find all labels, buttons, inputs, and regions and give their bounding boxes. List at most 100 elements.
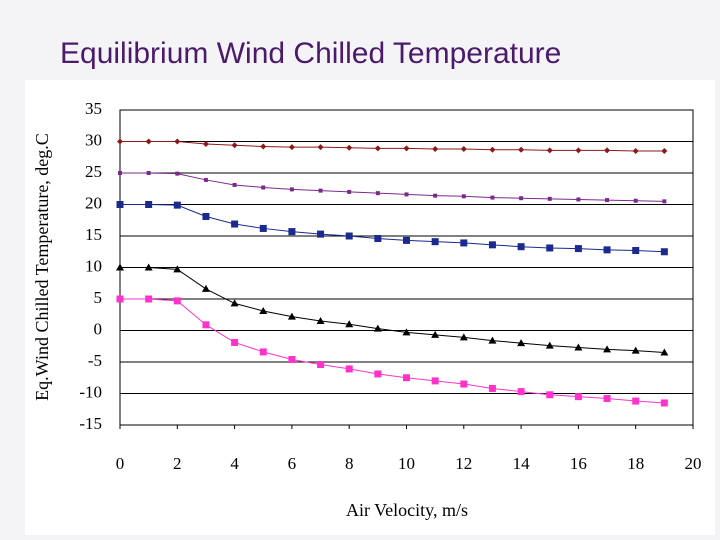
point xyxy=(605,198,610,203)
point xyxy=(574,393,582,401)
point xyxy=(519,196,524,201)
series-line xyxy=(120,204,665,253)
point xyxy=(633,198,638,203)
point xyxy=(603,246,611,254)
point xyxy=(288,228,296,236)
point xyxy=(260,143,267,150)
series-line xyxy=(120,267,665,354)
point xyxy=(316,317,325,325)
x-tick-label: 6 xyxy=(288,454,297,473)
point xyxy=(231,142,238,149)
point xyxy=(345,232,353,240)
y-tick-label: 35 xyxy=(85,99,102,118)
point xyxy=(347,189,352,194)
point xyxy=(431,330,440,338)
point xyxy=(433,193,438,198)
point xyxy=(632,246,640,254)
point xyxy=(173,265,182,273)
point xyxy=(490,195,495,200)
point xyxy=(175,171,180,176)
y-axis-label: Eq.Wind Chilled Temperature, deg.C xyxy=(32,133,52,401)
point xyxy=(574,245,582,253)
point xyxy=(345,365,353,373)
point xyxy=(289,187,294,192)
point xyxy=(546,391,554,399)
point xyxy=(288,144,295,151)
point xyxy=(259,348,267,356)
point xyxy=(402,328,411,336)
chart-area xyxy=(25,80,715,535)
point xyxy=(461,194,466,199)
point xyxy=(460,239,468,247)
point xyxy=(431,377,439,385)
chart-title: Equilibrium Wind Chilled Temperature xyxy=(60,37,561,70)
series-line xyxy=(120,298,665,404)
point xyxy=(518,146,525,153)
x-tick-label: 10 xyxy=(398,454,415,473)
point xyxy=(318,188,323,193)
point xyxy=(547,196,552,201)
point xyxy=(575,147,582,154)
point xyxy=(145,201,153,208)
point xyxy=(346,144,353,151)
point xyxy=(661,147,668,154)
series-line xyxy=(120,172,665,202)
point xyxy=(173,201,181,209)
point xyxy=(374,145,381,152)
point xyxy=(660,399,668,407)
y-tick-label: 0 xyxy=(94,319,103,338)
x-tick-label: 0 xyxy=(116,454,125,473)
point xyxy=(144,263,153,271)
x-axis-label: Air Velocity, m/s xyxy=(346,500,468,520)
point xyxy=(460,146,467,153)
y-tick-label: 20 xyxy=(85,193,102,212)
point xyxy=(202,321,210,329)
point xyxy=(203,177,208,182)
point xyxy=(604,147,611,154)
y-tick-label: 10 xyxy=(85,256,102,275)
point xyxy=(403,236,410,244)
point xyxy=(317,144,324,151)
point xyxy=(517,243,525,251)
point xyxy=(660,348,669,356)
point xyxy=(403,145,410,152)
point xyxy=(574,343,583,351)
point xyxy=(201,284,210,292)
point xyxy=(317,230,325,238)
point xyxy=(231,338,239,346)
x-tick-label: 14 xyxy=(513,454,531,473)
point xyxy=(230,299,239,307)
y-tick-label: -15 xyxy=(79,414,102,433)
point xyxy=(489,146,496,153)
point xyxy=(118,171,122,175)
point xyxy=(173,297,181,305)
point xyxy=(403,374,410,382)
point xyxy=(116,201,124,208)
point xyxy=(232,182,237,187)
point xyxy=(576,197,581,202)
point xyxy=(603,345,612,353)
point xyxy=(375,191,380,196)
point xyxy=(116,263,124,271)
point xyxy=(259,224,267,232)
point xyxy=(202,141,209,148)
y-tick-label: 5 xyxy=(94,288,103,307)
point xyxy=(116,295,124,303)
y-tick-label: -10 xyxy=(79,382,102,401)
y-tick-label: -5 xyxy=(88,351,102,370)
point xyxy=(488,336,497,344)
series-line xyxy=(120,141,665,152)
point xyxy=(488,384,496,392)
point xyxy=(202,212,210,220)
point xyxy=(546,244,554,252)
y-tick-label: 15 xyxy=(85,225,102,244)
x-tick-label: 20 xyxy=(685,454,702,473)
point xyxy=(146,171,151,175)
point xyxy=(374,370,382,378)
x-tick-label: 18 xyxy=(627,454,644,473)
point xyxy=(259,306,268,314)
point xyxy=(117,138,123,145)
point xyxy=(432,146,439,153)
point xyxy=(517,339,526,347)
point xyxy=(288,355,296,363)
